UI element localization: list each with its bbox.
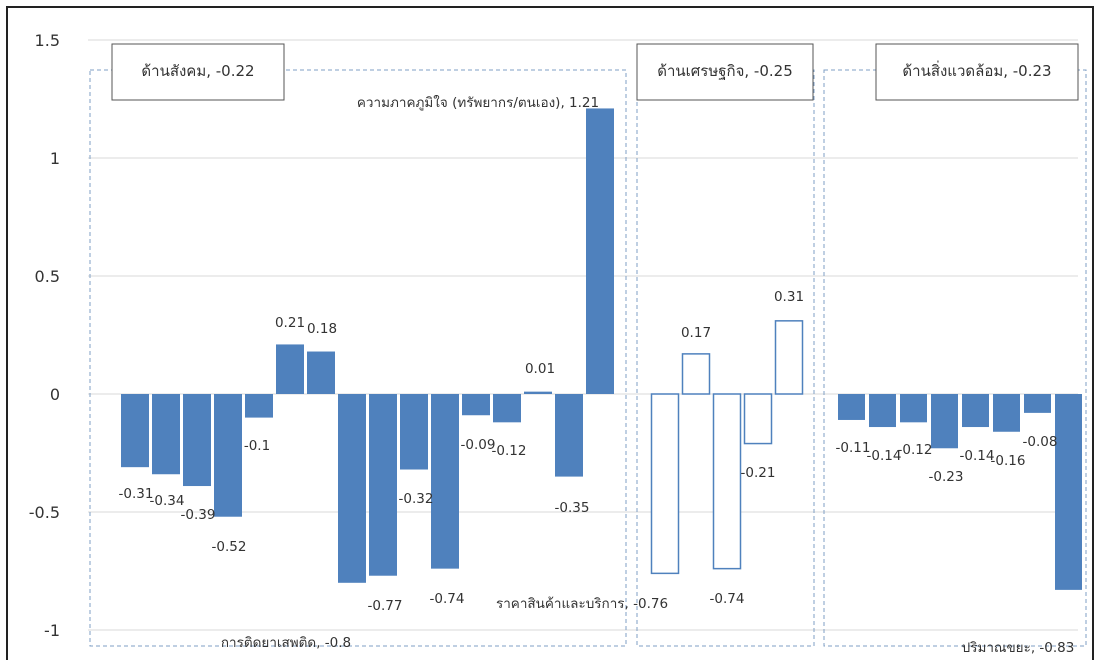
data-label: -0.14 (867, 448, 902, 464)
bar (900, 394, 927, 423)
bar (838, 394, 865, 420)
data-label: -0.16 (991, 453, 1026, 469)
bar (712, 393, 742, 570)
data-label: 0.01 (525, 361, 555, 377)
bar (650, 393, 680, 575)
data-label: -0.74 (710, 591, 745, 607)
bar (431, 394, 459, 569)
group-box (636, 69, 815, 647)
bar (245, 394, 273, 418)
group-title: ด้านสังคม, -0.22 (141, 62, 254, 80)
bar (276, 344, 304, 394)
group-box (823, 69, 1087, 647)
group-title-box (875, 43, 1079, 101)
data-label: -0.14 (960, 448, 995, 464)
data-label: -0.23 (929, 469, 964, 485)
data-label: -0.1 (244, 438, 270, 454)
bar (121, 394, 149, 468)
bar (869, 394, 896, 428)
bar (400, 394, 428, 470)
bar (1055, 394, 1082, 590)
data-label: -0.11 (836, 440, 871, 456)
data-label: -0.21 (741, 465, 776, 481)
bar (338, 394, 366, 583)
data-label: -0.77 (368, 598, 403, 614)
group-title-box (111, 43, 285, 101)
data-label: ความภาคภูมิใจ (ทรัพยากร/ตนเอง), 1.21 (357, 94, 599, 111)
data-label: -0.08 (1023, 434, 1058, 450)
y-tick-label: 1 (50, 149, 60, 168)
data-label: -0.34 (150, 493, 185, 509)
data-label: 0.31 (774, 289, 804, 305)
y-tick-label: 0.5 (35, 267, 60, 286)
bar (152, 394, 180, 475)
bar (962, 394, 989, 428)
group-box (89, 69, 627, 647)
bar (1024, 394, 1051, 413)
data-label: -0.09 (461, 437, 496, 453)
bar (931, 394, 958, 449)
y-tick-label: 0 (50, 385, 60, 404)
bar (369, 394, 397, 576)
bar (307, 351, 335, 394)
bar (462, 394, 490, 416)
data-label: การติดยาเสพติด, -0.8 (221, 635, 351, 651)
data-label: -0.12 (492, 443, 527, 459)
chart-frame (6, 6, 1094, 660)
y-tick-label: -1 (44, 621, 60, 640)
bar (681, 353, 711, 395)
data-label: -0.74 (430, 591, 465, 607)
data-label: -0.32 (399, 491, 434, 507)
group-title: ด้านสิ่งแวดล้อม, -0.23 (902, 60, 1051, 80)
data-label: -0.31 (119, 486, 154, 502)
bar (214, 394, 242, 517)
bar (586, 108, 614, 394)
data-label: 0.21 (275, 315, 305, 331)
group-title-box (636, 43, 814, 101)
data-label: -0.52 (212, 539, 247, 555)
bar (183, 394, 211, 487)
bar (493, 394, 521, 423)
data-label: 0.18 (307, 321, 337, 337)
group-title: ด้านเศรษฐกิจ, -0.25 (657, 62, 793, 80)
bar (555, 394, 583, 477)
bar (774, 320, 804, 395)
data-label: -0.39 (181, 507, 216, 523)
data-label: 0.17 (681, 325, 711, 341)
y-tick-label: -0.5 (29, 503, 60, 522)
data-label: -0.35 (555, 500, 590, 516)
data-label: -0.12 (898, 442, 933, 458)
bar (524, 391, 552, 394)
bar (993, 394, 1020, 432)
y-tick-label: 1.5 (35, 31, 60, 50)
bar (743, 393, 773, 445)
data-label: ปริมาณขยะ, -0.83 (962, 640, 1075, 654)
data-label: ราคาสินค้าและบริการ, -0.76 (496, 596, 668, 612)
